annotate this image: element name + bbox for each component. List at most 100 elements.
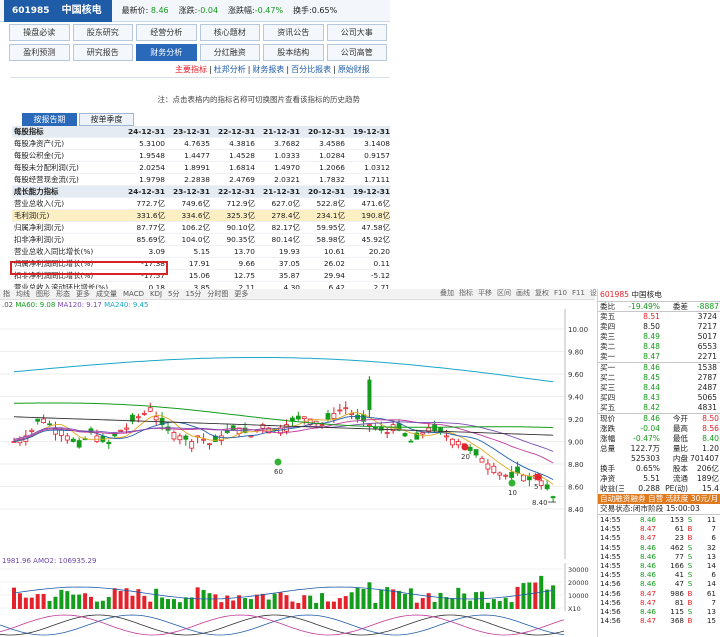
tick-price: 8.46	[639, 515, 656, 524]
tick-row: 14:56 8.47 986 B 61	[598, 589, 720, 598]
stat-label: 现价	[600, 414, 616, 423]
vol-bar	[308, 595, 313, 609]
metric-value: 1.7111	[347, 173, 390, 186]
metric-name[interactable]: 每股经营现金流(元)	[12, 173, 122, 186]
metric-name[interactable]: 毛利润(元)	[12, 209, 122, 222]
subnav-item-2[interactable]: 财务报表	[252, 65, 285, 74]
metric-value: 85.69亿	[122, 233, 167, 246]
stat-value-2: 189亿	[696, 474, 719, 483]
toolbar-item-8[interactable]: 5分	[168, 290, 180, 298]
stat-row: 净资 5.51 流通 189亿	[598, 474, 720, 484]
candle-body	[301, 416, 307, 420]
top-tool-7[interactable]: F11	[571, 289, 585, 297]
tick-list[interactable]: 14:55 8.46 153 S 11 14:55 8.47 61 B 7 14:55 8.47 23 B…	[598, 514, 720, 625]
toolbar-item-7[interactable]: KDJ	[149, 290, 163, 298]
stat-label-2: 量比	[672, 444, 688, 453]
stat-value-2: 15.4	[702, 484, 719, 493]
metric-name[interactable]: 营业总收入同比增长(%)	[12, 245, 122, 258]
stat-value: 0.288	[638, 484, 660, 493]
top-tool-1[interactable]: 指标	[459, 289, 473, 297]
table-row: 营业总收入(元) 772.7亿 749.6亿 712.9亿 627.0亿 522.8亿 47…	[12, 197, 390, 210]
tab-1-4[interactable]: 资讯公告	[263, 24, 324, 41]
vol-bar	[444, 597, 449, 609]
tick-row: 14:55 8.46 41 S 6	[598, 570, 720, 579]
candle-body	[76, 440, 82, 448]
margin-banner[interactable]: 自动融资融券 自营 活跃度 30元/月	[598, 494, 720, 504]
subnav-item-0[interactable]: 主要指标	[175, 65, 207, 74]
tab-1-2[interactable]: 经营分析	[136, 24, 197, 41]
subnav-item-1[interactable]: 杜邦分析	[213, 65, 246, 74]
vol-bar	[284, 595, 289, 609]
metric-name[interactable]: 每股净资产(元)	[12, 137, 122, 150]
candle-body	[538, 480, 544, 486]
top-tool-8[interactable]: 设置	[590, 289, 604, 297]
price-tick: 9.00	[568, 439, 584, 447]
stock-name: 中国核电	[57, 0, 112, 22]
tab-1-5[interactable]: 公司大事	[326, 24, 387, 41]
toolbar-item-2[interactable]: 图形	[36, 290, 50, 298]
mode-by-period[interactable]: 按报告期	[22, 113, 77, 126]
stat-value: 525303	[631, 454, 660, 463]
toolbar-item-9[interactable]: 15分	[185, 290, 202, 298]
toolbar-item-6[interactable]: MACD	[123, 290, 144, 298]
tab-2-4[interactable]: 股本结构	[263, 44, 324, 61]
metric-name[interactable]: 扣非净利润同比增长(%)	[12, 269, 122, 282]
tick-price: 8.46	[639, 542, 656, 552]
candle-body	[319, 424, 325, 427]
toolbar-item-0[interactable]: 指	[3, 290, 10, 298]
candle-body	[485, 463, 491, 470]
candlestick-chart[interactable]: 10.00 9.80 9.60 9.40 9.20 9.00 8.80 8.60 8.40 60 2…	[0, 309, 595, 559]
vol-bar	[160, 597, 165, 609]
metric-name[interactable]: 归属净利润同比增长(%)	[12, 257, 122, 270]
metric-value: 29.94	[302, 269, 347, 282]
candle-body	[367, 424, 372, 427]
tab-2-5[interactable]: 公司高管	[326, 44, 387, 61]
metric-name[interactable]: 每股未分配利润(元)	[12, 161, 122, 174]
volume-chart[interactable]: 30000 20000 10000 X10	[0, 563, 595, 611]
tab-1-3[interactable]: 核心题材	[199, 24, 260, 41]
metric-name[interactable]: 归属净利润(元)	[12, 221, 122, 234]
tab-2-3[interactable]: 分红融资	[199, 44, 260, 61]
toolbar-item-1[interactable]: 均线	[16, 290, 30, 298]
tick-price: 8.47	[639, 597, 656, 607]
tick-count: 13	[706, 606, 716, 616]
metric-name[interactable]: 扣非净利润(元)	[12, 233, 122, 246]
tab-2-2[interactable]: 财务分析	[136, 44, 197, 61]
quote-stats: 现价 8.46 今开 8.50 涨跌 -0.04 最高 8.56 涨幅 -0.47% 最低 8.40 总…	[598, 413, 720, 494]
level-volume: 4831	[697, 403, 717, 412]
candle-body	[515, 466, 520, 474]
subnav-item-3[interactable]: 百分比报表	[291, 65, 332, 74]
top-tool-3[interactable]: 区间	[497, 289, 511, 297]
tick-time: 14:55	[600, 524, 621, 534]
vol-bar	[177, 602, 182, 609]
stat-label: 净资	[600, 474, 616, 483]
tab-2-1[interactable]: 研究报告	[72, 44, 133, 61]
toolbar-item-3[interactable]: 形态	[56, 290, 70, 298]
candle-body	[35, 418, 41, 422]
top-tool-0[interactable]: 叠加	[440, 289, 454, 297]
vol-bar	[468, 600, 473, 609]
oscillator-chart[interactable]	[0, 611, 595, 637]
subnav-item-4[interactable]: 原始财报	[337, 65, 370, 74]
tab-1-1[interactable]: 股东研究	[72, 24, 133, 41]
top-tool-4[interactable]: 画线	[516, 289, 530, 297]
tab-2-0[interactable]: 盈利预测	[9, 44, 70, 61]
metric-name[interactable]: 每股公积金(元)	[12, 149, 122, 162]
stock-header-bar: 601985 中国核电 最新价: 8.46 涨跌:-0.04 涨跌幅:-0.47…	[0, 0, 390, 22]
tab-1-0[interactable]: 操盘必读	[9, 24, 70, 41]
top-tool-6[interactable]: F10	[554, 289, 567, 297]
stat-row: 总量 122.7万 量比 1.20	[598, 444, 720, 454]
change-label: 涨跌:	[178, 6, 198, 15]
metric-value: 15.06	[167, 269, 212, 282]
toolbar-item-5[interactable]: 成交量	[96, 290, 117, 298]
top-tool-2[interactable]: 平移	[478, 289, 492, 297]
toolbar-item-11[interactable]: 更多	[234, 290, 249, 298]
toolbar-item-10[interactable]: 分时图	[207, 290, 229, 298]
top-tool-5[interactable]: 复权	[535, 289, 549, 297]
candle-body	[124, 427, 129, 430]
toolbar-item-4[interactable]: 更多	[76, 290, 90, 298]
metric-name[interactable]: 营业总收入(元)	[12, 197, 122, 210]
mode-by-quarter[interactable]: 按单季度	[79, 113, 134, 126]
vol-bar	[201, 589, 206, 609]
